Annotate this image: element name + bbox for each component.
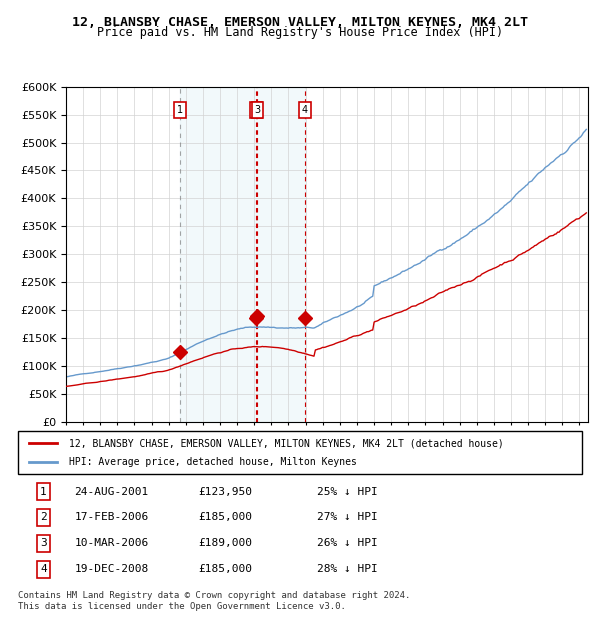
FancyBboxPatch shape: [18, 431, 582, 474]
Text: 3: 3: [40, 538, 47, 548]
Text: 4: 4: [40, 564, 47, 574]
Text: 17-FEB-2006: 17-FEB-2006: [74, 513, 149, 523]
Text: 3: 3: [254, 105, 260, 115]
Text: Contains HM Land Registry data © Crown copyright and database right 2024.
This d: Contains HM Land Registry data © Crown c…: [18, 591, 410, 611]
Text: Price paid vs. HM Land Registry's House Price Index (HPI): Price paid vs. HM Land Registry's House …: [97, 26, 503, 39]
Text: 2: 2: [253, 105, 260, 115]
Text: 28% ↓ HPI: 28% ↓ HPI: [317, 564, 377, 574]
Text: £185,000: £185,000: [199, 564, 253, 574]
Text: 10-MAR-2006: 10-MAR-2006: [74, 538, 149, 548]
Text: 26% ↓ HPI: 26% ↓ HPI: [317, 538, 377, 548]
Text: HPI: Average price, detached house, Milton Keynes: HPI: Average price, detached house, Milt…: [69, 457, 356, 467]
Text: £189,000: £189,000: [199, 538, 253, 548]
Text: 12, BLANSBY CHASE, EMERSON VALLEY, MILTON KEYNES, MK4 2LT (detached house): 12, BLANSBY CHASE, EMERSON VALLEY, MILTO…: [69, 438, 503, 448]
Text: 2: 2: [40, 513, 47, 523]
Text: 25% ↓ HPI: 25% ↓ HPI: [317, 487, 377, 497]
Bar: [180, 87, 305, 422]
Text: 24-AUG-2001: 24-AUG-2001: [74, 487, 149, 497]
Text: 1: 1: [40, 487, 47, 497]
Text: 12, BLANSBY CHASE, EMERSON VALLEY, MILTON KEYNES, MK4 2LT: 12, BLANSBY CHASE, EMERSON VALLEY, MILTO…: [72, 16, 528, 29]
Text: 4: 4: [302, 105, 308, 115]
Text: 27% ↓ HPI: 27% ↓ HPI: [317, 513, 377, 523]
Text: 1: 1: [176, 105, 183, 115]
Text: £185,000: £185,000: [199, 513, 253, 523]
Text: 19-DEC-2008: 19-DEC-2008: [74, 564, 149, 574]
Text: £123,950: £123,950: [199, 487, 253, 497]
